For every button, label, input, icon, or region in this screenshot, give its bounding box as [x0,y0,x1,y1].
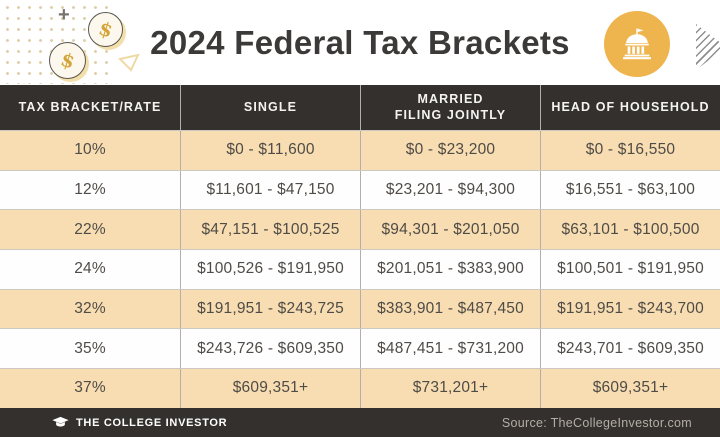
source-attribution: Source: TheCollegeInvestor.com [501,415,692,430]
head-of-household-cell: $63,101 - $100,500 [540,210,720,250]
graduation-cap-icon [52,416,69,427]
tax-brackets-table: TAX BRACKET/RATE SINGLE MARRIED FILING J… [0,85,720,408]
plus-icon: + [58,4,70,26]
married-cell: $731,201+ [360,369,540,408]
married-cell: $383,901 - $487,450 [360,289,540,329]
coin-icon: $ [49,42,86,79]
single-cell: $609,351+ [180,369,360,408]
table-row: 37% $609,351+ $731,201+ $609,351+ [0,368,720,408]
married-cell: $487,451 - $731,200 [360,329,540,369]
single-cell: $243,726 - $609,350 [180,329,360,369]
table-row: 22% $47,151 - $100,525 $94,301 - $201,05… [0,209,720,250]
married-cell: $201,051 - $383,900 [360,250,540,289]
head-of-household-cell: $191,951 - $243,700 [540,289,720,329]
coin-icon: $ [88,12,123,47]
head-of-household-cell: $0 - $16,550 [540,131,720,170]
capitol-building-icon [623,28,651,60]
column-header-single: SINGLE [180,85,360,130]
table-row: 32% $191,951 - $243,725 $383,901 - $487,… [0,288,720,329]
column-header-rate: TAX BRACKET/RATE [18,99,162,114]
married-cell: $0 - $23,200 [360,131,540,170]
single-cell: $11,601 - $47,150 [180,170,360,210]
brand-name: THE COLLEGE INVESTOR [76,416,228,429]
head-of-household-cell: $243,701 - $609,350 [540,329,720,369]
capitol-badge [604,11,670,77]
table-row: 35% $243,726 - $609,350 $487,451 - $731,… [0,328,720,369]
table-header-row: TAX BRACKET/RATE SINGLE MARRIED FILING J… [0,85,720,130]
brand-logo: THE COLLEGE INVESTOR [52,416,227,429]
rate-cell: 12% [74,181,106,199]
married-cell: $23,201 - $94,300 [360,170,540,210]
single-cell: $0 - $11,600 [180,131,360,170]
rate-cell: 22% [74,220,106,238]
page-title: 2024 Federal Tax Brackets [150,24,570,61]
single-cell: $100,526 - $191,950 [180,250,360,289]
triangle-outline-icon [118,53,140,72]
rate-cell: 24% [74,260,106,278]
single-cell: $191,951 - $243,725 [180,289,360,329]
rate-cell: 35% [74,339,106,357]
header-band: + $ $ 2024 Federal Tax Brackets [0,0,720,85]
column-header-head-of-household: HEAD OF HOUSEHOLD [540,85,720,130]
head-of-household-cell: $609,351+ [540,369,720,408]
table-row: 24% $100,526 - $191,950 $201,051 - $383,… [0,249,720,289]
table-row: 10% $0 - $11,600 $0 - $23,200 $0 - $16,5… [0,130,720,170]
footer-bar: THE COLLEGE INVESTOR Source: TheCollegeI… [0,408,720,437]
single-cell: $47,151 - $100,525 [180,210,360,250]
head-of-household-cell: $16,551 - $63,100 [540,170,720,210]
column-header-married: MARRIED FILING JOINTLY [360,85,540,130]
head-of-household-cell: $100,501 - $191,950 [540,250,720,289]
table-row: 12% $11,601 - $47,150 $23,201 - $94,300 … [0,169,720,210]
rate-cell: 32% [74,300,106,318]
married-cell: $94,301 - $201,050 [360,210,540,250]
rate-cell: 37% [74,379,106,397]
rate-cell: 10% [74,141,106,159]
